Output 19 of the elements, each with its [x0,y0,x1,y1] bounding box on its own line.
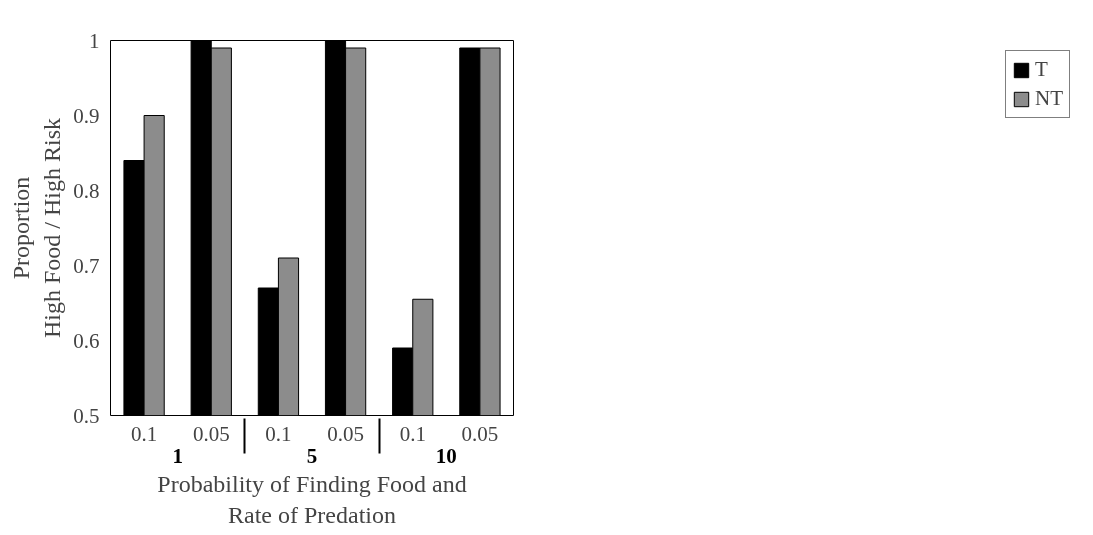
legend-label: T [1035,57,1049,82]
x-tick-label: 0.1 [265,421,292,446]
text: 1 [172,443,183,468]
x-tick-label: 0.05 [192,421,230,446]
y-tick-label: 1 [89,28,100,53]
text: 10 [435,443,457,468]
y-tick-label: 0.6 [73,328,100,353]
x-tick-label: 0.05 [461,421,499,446]
x-tick-label: 0.1 [399,421,426,446]
y-tick-label: 0.9 [73,103,100,128]
y-tick-label: 0.8 [73,178,100,203]
y-axis-title: Proportion High Food / High Risk [8,117,66,339]
y-tick-label: 0.5 [73,403,100,428]
x-axis-title: Probability of Finding Food and Rate of Predation [157,470,467,528]
y-tick-label: 0.7 [73,253,100,278]
legend-label: NT [1035,86,1063,111]
text: 5 [306,443,318,468]
x-tick-label: 0.05 [327,421,364,446]
x-tick-label: 0.1 [130,421,158,446]
